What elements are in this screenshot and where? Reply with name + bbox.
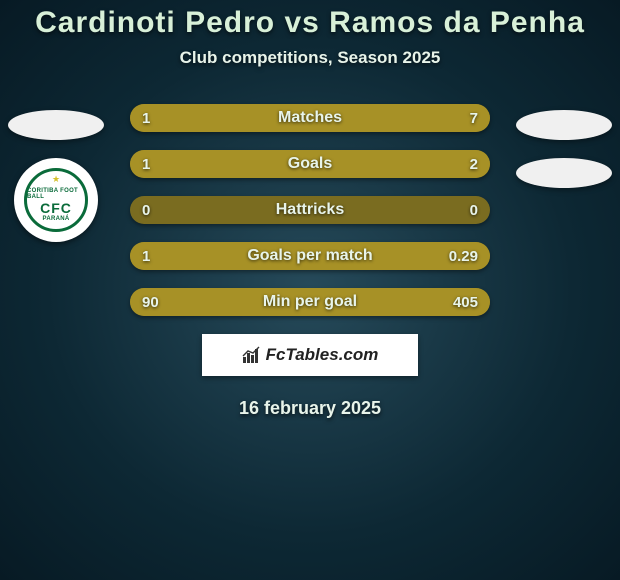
stat-row: 17Matches xyxy=(130,104,490,132)
date-text: 16 february 2025 xyxy=(0,398,620,419)
stat-label: Goals per match xyxy=(130,242,490,270)
stat-label: Min per goal xyxy=(130,288,490,316)
stat-label: Matches xyxy=(130,104,490,132)
club-name-bottom: PARANÁ xyxy=(42,216,69,222)
club-name-mid: CFC xyxy=(40,200,72,216)
club-name-top: CORITIBA FOOT BALL xyxy=(27,188,85,200)
brand-text: FcTables.com xyxy=(266,345,379,365)
stat-row: 00Hattricks xyxy=(130,196,490,224)
stat-label: Hattricks xyxy=(130,196,490,224)
player-photo-placeholder xyxy=(8,110,104,140)
left-player-column: ★ CORITIBA FOOT BALL CFC PARANÁ xyxy=(6,104,106,246)
stat-label: Goals xyxy=(130,150,490,178)
club-badge-placeholder xyxy=(516,158,612,188)
star-icon: ★ xyxy=(52,174,60,185)
stat-row: 90405Min per goal xyxy=(130,288,490,316)
comparison-panel: ★ CORITIBA FOOT BALL CFC PARANÁ 17Matche… xyxy=(0,104,620,419)
right-player-column xyxy=(514,104,614,206)
bar-chart-icon xyxy=(242,346,262,364)
club-badge-coritiba: ★ CORITIBA FOOT BALL CFC PARANÁ xyxy=(14,158,98,242)
brand-box: FcTables.com xyxy=(202,334,418,376)
stat-row: 10.29Goals per match xyxy=(130,242,490,270)
subtitle: Club competitions, Season 2025 xyxy=(0,48,620,68)
page-title: Cardinoti Pedro vs Ramos da Penha xyxy=(0,0,620,40)
player-photo-placeholder xyxy=(516,110,612,140)
stats-bars: 17Matches 12Goals 00Hattricks 10.29Goals pe… xyxy=(130,104,490,316)
stat-row: 12Goals xyxy=(130,150,490,178)
